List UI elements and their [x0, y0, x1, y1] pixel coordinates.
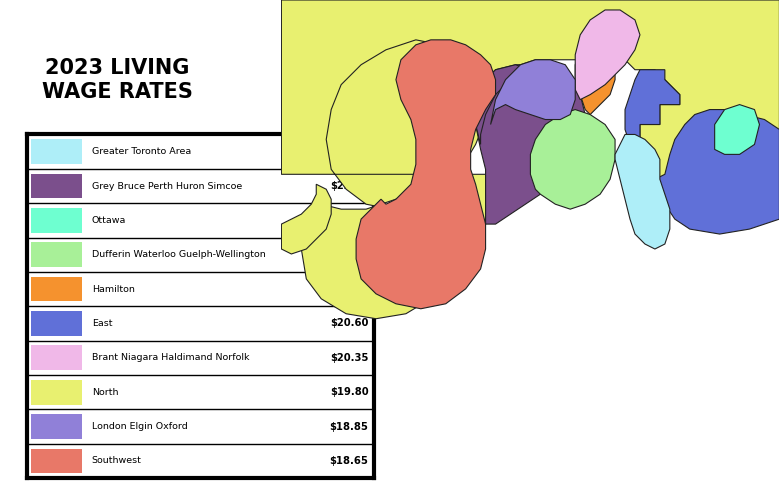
Bar [31, 311, 82, 336]
Polygon shape [356, 40, 495, 309]
Polygon shape [476, 65, 530, 144]
Text: Grey Bruce Perth Huron Simcoe: Grey Bruce Perth Huron Simcoe [92, 181, 242, 191]
Text: Dufferin Waterloo Guelph-Wellington: Dufferin Waterloo Guelph-Wellington [92, 250, 265, 259]
Polygon shape [714, 105, 760, 154]
Text: London Elgin Oxford: London Elgin Oxford [92, 422, 187, 431]
Polygon shape [530, 110, 615, 209]
Polygon shape [476, 65, 585, 224]
Text: Southwest: Southwest [92, 456, 141, 466]
Text: $25.05: $25.05 [330, 146, 368, 157]
Text: 2023 LIVING
WAGE RATES: 2023 LIVING WAGE RATES [41, 58, 193, 102]
Text: $18.65: $18.65 [330, 456, 368, 466]
Text: Hamilton: Hamilton [92, 284, 134, 294]
Text: $19.80: $19.80 [330, 387, 368, 397]
Polygon shape [615, 134, 670, 249]
Bar [31, 277, 82, 301]
Bar [31, 174, 82, 198]
Text: $20.35: $20.35 [330, 353, 368, 363]
Polygon shape [282, 0, 779, 319]
Text: North: North [92, 387, 118, 397]
Polygon shape [491, 60, 575, 124]
Text: Ottawa: Ottawa [92, 216, 126, 225]
Bar [31, 139, 82, 164]
Text: East: East [92, 319, 112, 328]
Text: $21.95: $21.95 [330, 215, 368, 226]
Polygon shape [575, 10, 640, 100]
Bar [31, 208, 82, 233]
Bar [31, 414, 82, 439]
Polygon shape [625, 70, 680, 149]
Text: $18.85: $18.85 [330, 421, 368, 432]
Bar [31, 243, 82, 267]
Polygon shape [575, 50, 615, 115]
Text: $22.75: $22.75 [330, 181, 368, 191]
Bar [31, 346, 82, 370]
Text: Brant Niagara Haldimand Norfolk: Brant Niagara Haldimand Norfolk [92, 353, 249, 363]
Polygon shape [655, 110, 779, 234]
Bar [31, 449, 82, 473]
Text: $20.90: $20.90 [330, 249, 368, 260]
Text: $20.60: $20.60 [330, 318, 368, 329]
Text: $20.80: $20.80 [330, 284, 368, 294]
Bar [31, 380, 82, 404]
Polygon shape [282, 184, 332, 254]
Text: Greater Toronto Area: Greater Toronto Area [92, 147, 191, 156]
